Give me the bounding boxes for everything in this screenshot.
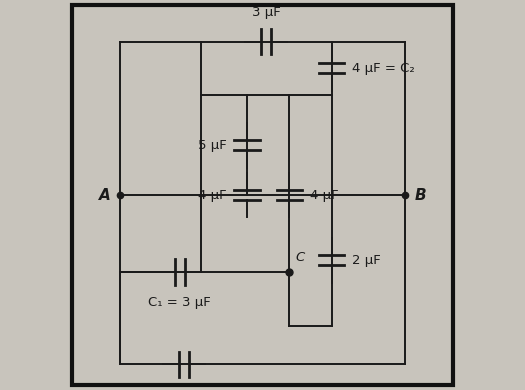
Text: 3 μF: 3 μF [252,6,281,19]
Text: 2 μF: 2 μF [352,254,381,267]
Text: A: A [99,188,111,203]
Text: B: B [414,188,426,203]
Text: 4 μF: 4 μF [198,189,227,202]
Text: 4 μF: 4 μF [310,189,339,202]
Text: 5 μF: 5 μF [198,139,227,152]
Text: C₁ = 3 μF: C₁ = 3 μF [148,296,211,309]
Text: 4 μF = C₂: 4 μF = C₂ [352,62,415,75]
Text: C: C [295,251,304,264]
